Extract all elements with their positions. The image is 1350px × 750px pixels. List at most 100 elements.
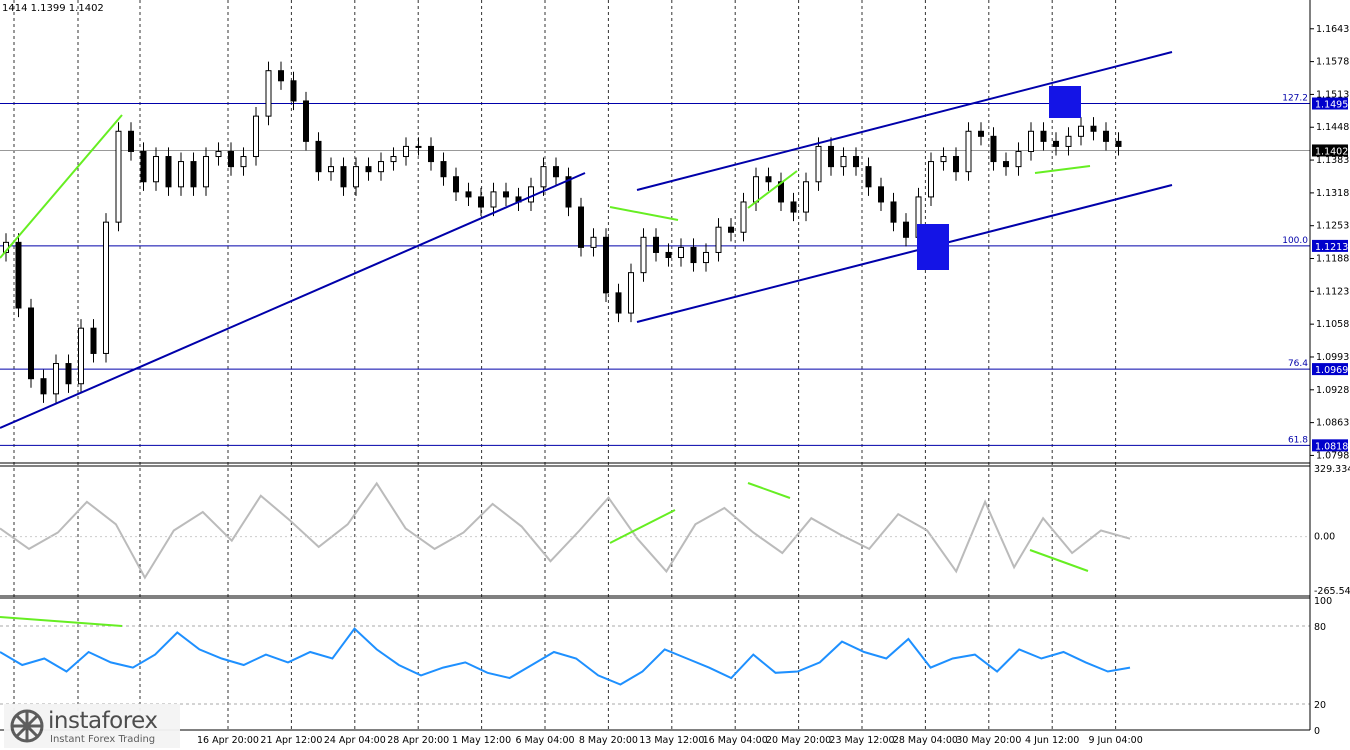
candle-body: [340, 166, 347, 188]
candle-body: [228, 150, 234, 168]
candle-body: [753, 176, 759, 203]
candle-body: [1053, 140, 1059, 147]
y-tick-label: 1.0798: [1316, 450, 1349, 461]
candle-body: [815, 145, 822, 183]
fib-level-label: 127.2: [1282, 94, 1308, 104]
rsi-divergence-marker: [0, 616, 123, 627]
candle-body: [278, 70, 284, 82]
rsi-tick-label: 0: [1314, 726, 1320, 737]
signal-box-top: [1049, 86, 1081, 118]
x-tick-label: 4 Jun 12:00: [1025, 735, 1079, 746]
cci-divergence-marker: [609, 509, 676, 544]
candle-body: [303, 100, 309, 142]
candle-body: [703, 251, 709, 264]
candle-body: [440, 161, 447, 178]
fib-price-badge: [1312, 439, 1348, 452]
candle-body: [1090, 125, 1097, 132]
y-tick-label: 1.1188: [1316, 254, 1349, 265]
candle-body: [1103, 130, 1109, 142]
candle-body: [140, 150, 147, 183]
rsi-line: [0, 627, 1131, 686]
candle-body: [378, 161, 384, 173]
candle-body: [928, 161, 934, 198]
candle-body: [503, 191, 509, 198]
cci-tick-label: 329.3341: [1314, 464, 1350, 475]
cci-tick-label: -265.544: [1314, 586, 1350, 597]
x-tick-label: 9 Jun 04:00: [1088, 735, 1142, 746]
divergence-marker: [0, 114, 123, 259]
candle-body: [103, 221, 109, 354]
candle-body: [803, 181, 809, 213]
candle-body: [490, 191, 497, 208]
candle-body: [453, 176, 459, 193]
x-tick-label: 8 May 20:00: [579, 735, 638, 746]
candle-body: [940, 156, 947, 163]
candle-body: [253, 115, 259, 158]
x-tick-label: 28 Apr 20:00: [387, 735, 449, 746]
y-tick-label: 1.0928: [1316, 385, 1349, 396]
fib-level-label: 76.4: [1288, 359, 1308, 369]
candle-body: [740, 201, 747, 233]
candle-body: [265, 70, 272, 117]
candle-body: [65, 363, 72, 385]
y-tick-label: 1.1513: [1316, 89, 1349, 100]
candle-body: [640, 236, 647, 274]
fib-price-badge: [1312, 363, 1348, 376]
candle-body: [778, 181, 784, 203]
x-tick-label: 30 May 20:00: [956, 735, 1021, 746]
candle-body: [540, 166, 547, 188]
candle-body: [728, 226, 734, 233]
x-tick-label: 21 Apr 12:00: [260, 735, 322, 746]
cci-panel: [0, 481, 1310, 580]
candle-body: [403, 145, 409, 158]
logo-tagline: Instant Forex Trading: [50, 734, 156, 745]
x-tick-label: 24 Apr 04:00: [324, 735, 386, 746]
cci-divergence-marker: [1029, 549, 1089, 572]
y-tick-label: 1.0863: [1316, 418, 1349, 429]
fib-price-label: 1.1495: [1315, 100, 1348, 111]
candle-body: [678, 246, 684, 259]
divergence-marker: [609, 206, 679, 221]
candle-body: [1003, 161, 1009, 168]
candle-body: [565, 176, 572, 208]
fib-price-badge: [1312, 239, 1348, 252]
candle-body: [553, 166, 559, 178]
candle-body: [1040, 130, 1047, 142]
candle-body: [853, 156, 859, 168]
candle-body: [290, 80, 297, 102]
candle-body: [978, 130, 984, 137]
candle-body: [528, 186, 534, 203]
candle-body: [715, 226, 722, 253]
fib-level-label: 100.0: [1282, 236, 1308, 246]
candle-body: [840, 156, 847, 168]
candle-body: [953, 156, 959, 173]
support-line-line: [0, 172, 586, 429]
candle-body: [53, 363, 59, 395]
y-tick-label: 1.1058: [1316, 319, 1349, 330]
candle-body: [215, 150, 222, 158]
fib-price-label: 1.1213: [1315, 242, 1348, 253]
x-tick-label: 16 Apr 20:00: [197, 735, 259, 746]
current-price-label: 1.1402: [1315, 146, 1348, 157]
candle-body: [478, 196, 484, 208]
y-tick-label: 1.1383: [1316, 155, 1349, 166]
candle-body: [28, 307, 34, 380]
candle-body: [1065, 135, 1072, 147]
x-tick-label: 28 May 04:00: [893, 735, 958, 746]
candle-body: [415, 145, 422, 148]
rsi-panel: [0, 616, 1310, 705]
fib-price-label: 1.0969: [1315, 365, 1348, 376]
y-tick-label: 1.1643: [1316, 24, 1349, 35]
candle-body: [90, 327, 97, 354]
candle-body: [315, 140, 322, 173]
candle-body: [115, 130, 122, 223]
x-tick-label: 1 May 12:00: [452, 735, 511, 746]
candle-body: [1015, 150, 1022, 168]
candle-body: [865, 166, 872, 188]
y-tick-label: 1.1318: [1316, 188, 1349, 199]
ohlc-readout: 1414 1.1399 1.1402: [2, 3, 104, 14]
current-price-badge: [1312, 144, 1348, 157]
candle-body: [353, 166, 359, 188]
rsi-tick-label: 20: [1314, 700, 1326, 711]
candle-body: [203, 156, 209, 188]
